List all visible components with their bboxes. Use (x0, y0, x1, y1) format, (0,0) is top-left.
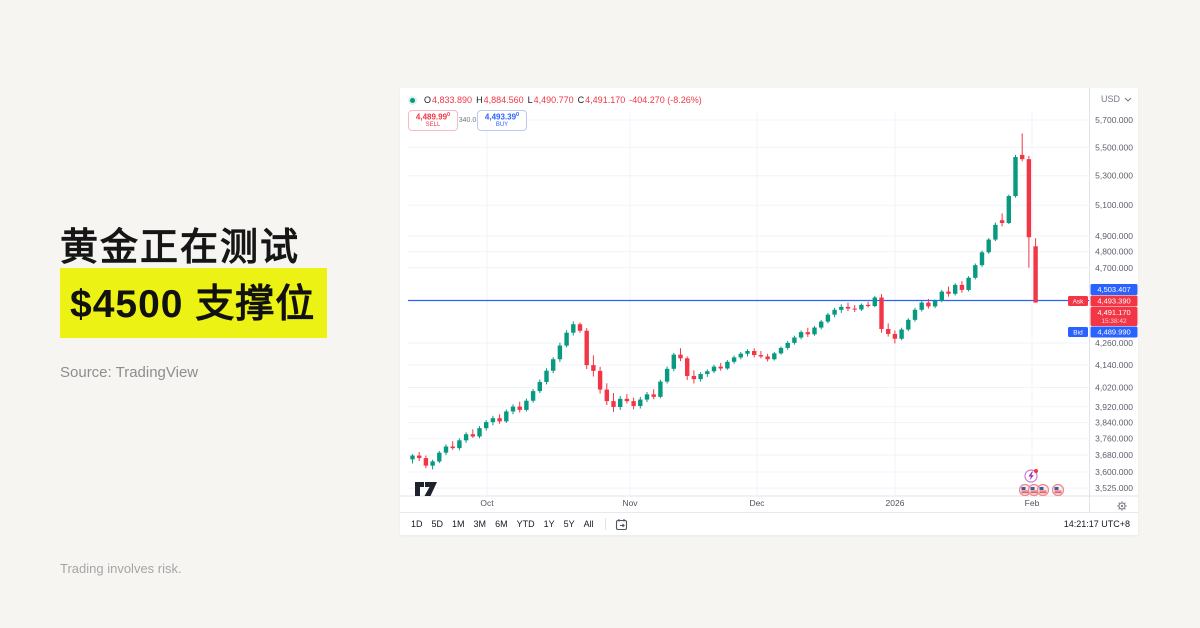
svg-text:5,300.000: 5,300.000 (1095, 171, 1133, 181)
svg-text:3,920.000: 3,920.000 (1095, 402, 1133, 412)
svg-text:4,491.170: 4,491.170 (1097, 308, 1130, 317)
svg-text:Nov: Nov (622, 498, 638, 508)
svg-text:3,600.000: 3,600.000 (1095, 467, 1133, 477)
timeframe-5y[interactable]: 5Y (563, 519, 575, 529)
ohlc-close-value: 4,491.170 (585, 95, 626, 105)
sell-price: 4,489.99 (415, 112, 448, 122)
svg-text:5,500.000: 5,500.000 (1095, 142, 1133, 152)
svg-text:4,489.990: 4,489.990 (1097, 328, 1130, 337)
svg-text:4,800.000: 4,800.000 (1095, 247, 1133, 257)
buy-price-sup: 0 (516, 111, 520, 118)
sell-label: SELL (425, 121, 441, 128)
buy-button[interactable]: 4,493.390 BUY (477, 110, 527, 131)
timeframe-1y[interactable]: 1Y (543, 519, 555, 529)
tradingview-chart-card: 5,700.000 5,500.000 5,300.000 5,100.000 4,90… (400, 88, 1138, 535)
timeframe-1m[interactable]: 1M (452, 519, 465, 529)
scale-settings-gear-icon[interactable] (1117, 498, 1127, 516)
svg-text:Dec: Dec (749, 498, 765, 508)
toolbar-divider (604, 518, 606, 530)
ohlc-readout: O 4,833.890 H 4,884.560 L 4,490.770 C 4,491.… (410, 95, 702, 105)
calendar-icon[interactable] (615, 518, 628, 531)
svg-text:Bid: Bid (1073, 330, 1083, 337)
headline-line2-highlight: $4500 支撑位 (60, 268, 328, 338)
svg-text:2026: 2026 (886, 498, 905, 508)
svg-text:4,020.000: 4,020.000 (1095, 382, 1133, 392)
timeframe-1d[interactable]: 1D (411, 519, 423, 529)
news-flash-icon[interactable] (1024, 469, 1038, 483)
month-labels: Oct Nov Dec 2026 Feb (480, 498, 1039, 508)
chart-toolbar: 1D 5D 1M 3M 6M YTD 1Y 5Y All 14:21:17 UT… (400, 512, 1138, 535)
timeframe-ytd[interactable]: YTD (516, 519, 535, 529)
svg-text:4,503.407: 4,503.407 (1097, 285, 1130, 294)
svg-text:Oct: Oct (480, 498, 494, 508)
economic-calendar-flag-icons[interactable] (1018, 483, 1065, 497)
buy-label: BUY (495, 121, 509, 128)
svg-text:3,525.000: 3,525.000 (1095, 483, 1133, 493)
sell-price-sup: 0 (447, 111, 451, 118)
timeframe-all[interactable]: All (583, 519, 594, 529)
ohlc-change-value: -404.270 (-8.26%) (629, 95, 702, 105)
price-axis-labels: 5,700.000 5,500.000 5,300.000 5,100.000 4,90… (1095, 115, 1133, 493)
timeframe-3m[interactable]: 3M (473, 519, 487, 529)
clock-utc-offset[interactable]: 14:21:17 UTC+8 (1063, 519, 1130, 529)
svg-text:4,493.390: 4,493.390 (1097, 297, 1130, 306)
chevron-down-icon (1124, 97, 1132, 102)
spread-value: 340.0 (458, 117, 477, 124)
svg-text:Feb: Feb (1025, 498, 1040, 508)
ohlc-close-label: C (577, 95, 585, 105)
svg-text:4,140.000: 4,140.000 (1095, 360, 1133, 370)
ohlc-low-label: L (527, 95, 533, 105)
svg-text:3,680.000: 3,680.000 (1095, 450, 1133, 460)
headline-line2-wrap: $4500 支撑位 (60, 268, 328, 338)
ohlc-high-value: 4,884.560 (483, 95, 524, 105)
event-icons (1012, 466, 1068, 503)
timeframe-6m[interactable]: 6M (495, 519, 508, 529)
trade-widget: 4,489.990 SELL 340.0 4,493.390 BUY (408, 110, 527, 131)
currency-dropdown[interactable]: USD (1101, 94, 1132, 104)
timeframe-5d[interactable]: 5D (431, 519, 444, 529)
currency-label: USD (1100, 94, 1120, 104)
buy-price: 4,493.39 (484, 112, 517, 122)
svg-text:Ask: Ask (1073, 299, 1085, 306)
ohlc-high-label: H (476, 95, 483, 105)
ohlc-low-value: 4,490.770 (533, 95, 574, 105)
svg-text:3,840.000: 3,840.000 (1095, 418, 1133, 428)
svg-text:4,700.000: 4,700.000 (1095, 263, 1133, 273)
ohlc-open-value: 4,833.890 (432, 95, 473, 105)
headline-line1: 黄金正在测试 (60, 227, 301, 269)
svg-text:15:38:42: 15:38:42 (1101, 318, 1127, 325)
svg-text:3,760.000: 3,760.000 (1095, 434, 1133, 444)
candles (410, 133, 1038, 470)
price-gridlines (408, 119, 1088, 489)
ohlc-open-label: O (424, 95, 432, 105)
svg-text:4,260.000: 4,260.000 (1095, 338, 1133, 348)
svg-text:5,100.000: 5,100.000 (1095, 200, 1133, 210)
source-credit: Source: TradingView (60, 364, 199, 381)
risk-disclaimer: Trading involves risk. (60, 561, 182, 576)
svg-text:5,700.000: 5,700.000 (1095, 115, 1133, 125)
time-gridlines (486, 112, 1033, 495)
candlestick-chart[interactable]: 5,700.000 5,500.000 5,300.000 5,100.000 4,90… (400, 88, 1138, 535)
tradingview-logo[interactable] (415, 482, 439, 502)
sell-button[interactable]: 4,489.990 SELL (408, 110, 458, 131)
svg-text:4,900.000: 4,900.000 (1095, 231, 1133, 241)
market-status-dot (410, 97, 415, 103)
